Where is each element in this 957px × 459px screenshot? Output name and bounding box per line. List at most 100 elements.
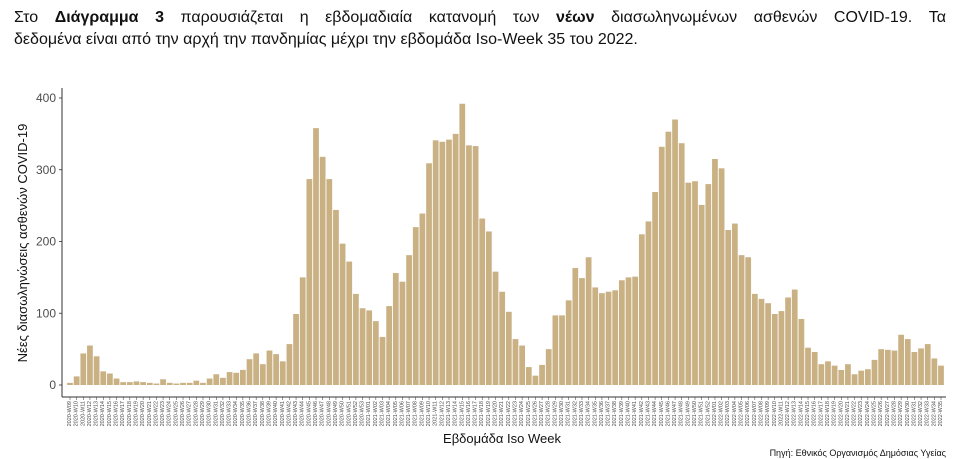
x-tick-label: 2021-W09 (419, 401, 425, 426)
x-tick-label: 2020-W53 (360, 401, 366, 426)
x-tick-label: 2021-W47 (672, 401, 678, 426)
x-tick-label: 2020-W37 (253, 401, 259, 426)
bar (133, 381, 140, 385)
x-tick-label: 2020-W13 (94, 401, 100, 426)
x-tick-label: 2020-W36 (247, 401, 253, 426)
bar (732, 223, 738, 385)
bar (645, 221, 652, 385)
bar (359, 308, 366, 385)
x-tick-label: 2022-W34 (931, 401, 937, 426)
x-tick-label: 2022-W14 (798, 401, 804, 426)
x-tick-label: 2020-W38 (260, 401, 266, 426)
x-tick-label: 2021-W34 (586, 401, 592, 426)
x-tick-label: 2022-W17 (818, 401, 824, 426)
bar (366, 310, 373, 385)
x-tick-label: 2021-W49 (685, 401, 691, 426)
bars-group (67, 103, 944, 386)
x-tick-label: 2020-W12 (87, 401, 93, 426)
x-tick-label: 2020-W44 (300, 401, 306, 426)
x-tick-label: 2022-W35 (938, 401, 944, 426)
x-tick-label: 2021-W16 (466, 401, 472, 426)
x-tick-label: 2021-W46 (665, 401, 671, 426)
bar (505, 311, 512, 385)
x-tick-label: 2022-W11 (778, 401, 784, 426)
x-tick-label: 2020-W18 (127, 401, 133, 426)
bar (406, 255, 412, 385)
x-tick-label: 2020-W45 (306, 401, 312, 426)
x-tick-label: 2021-W15 (459, 401, 465, 426)
x-tick-label: 2020-W24 (167, 401, 173, 426)
bar (452, 133, 459, 386)
bar (798, 318, 805, 385)
x-tick-label: 2021-W31 (566, 401, 572, 426)
bar (326, 179, 333, 385)
bar (466, 145, 472, 385)
bar (439, 141, 446, 385)
bar (751, 293, 758, 385)
bar (126, 382, 133, 385)
x-tick-label: 2020-W09 (67, 401, 73, 426)
x-tick-label: 2021-W38 (612, 401, 618, 426)
bar (519, 345, 525, 385)
x-tick-label: 2020-W50 (340, 401, 346, 426)
x-tick-label: 2021-W22 (506, 401, 512, 426)
x-tick-label: 2021-W04 (386, 401, 392, 426)
x-tick-label: 2021-W45 (659, 401, 665, 426)
intro-paragraph-line-2: δεδομένα είναι από την αρχή την πανδημία… (14, 30, 946, 50)
bar (512, 339, 519, 385)
x-tick-label: 2020-W35 (240, 401, 246, 426)
bar (459, 103, 466, 386)
bar (765, 303, 772, 385)
bar (938, 365, 944, 385)
intro-text: δεδομένα είναι από την αρχή την πανδημία… (14, 31, 638, 48)
bar (379, 336, 386, 385)
x-tick-label: 2022-W06 (745, 401, 751, 426)
bar (186, 382, 193, 385)
x-tick-label: 2021-W30 (559, 401, 565, 426)
x-tick-label: 2022-W15 (805, 401, 811, 426)
x-tick-label: 2022-W04 (732, 401, 738, 426)
bar (392, 273, 399, 385)
bar (479, 218, 486, 385)
x-tick-label: 2021-W39 (619, 401, 625, 426)
x-tick-label: 2021-W13 (446, 401, 452, 426)
bar (173, 383, 180, 385)
x-tick-label: 2022-W32 (918, 401, 924, 426)
x-tick-label: 2022-W31 (911, 401, 917, 426)
bar (858, 370, 865, 385)
x-tick-label: 2020-W42 (286, 401, 292, 426)
bar (532, 375, 539, 385)
bar (525, 367, 532, 385)
x-tick-label: 2020-W25 (173, 401, 179, 426)
bar (565, 300, 572, 385)
x-tick-label: 2020-W47 (320, 401, 326, 426)
bar (319, 156, 326, 385)
bar (685, 182, 692, 385)
bar (738, 255, 745, 385)
x-tick-label: 2021-W29 (552, 401, 558, 426)
x-tick-label: 2021-W11 (433, 401, 439, 426)
x-tick-label: 2021-W37 (606, 401, 612, 426)
x-tick-label: 2021-W44 (652, 401, 658, 426)
bar (486, 231, 492, 385)
y-tick-label: 200 (36, 235, 56, 249)
x-tick-label: 2021-W10 (426, 401, 432, 426)
bar (206, 378, 213, 385)
bar (785, 297, 791, 385)
x-tick-label: 2020-W17 (120, 401, 126, 426)
bar (266, 350, 273, 385)
x-tick-label: 2020-W16 (114, 401, 120, 426)
x-tick-label: 2022-W22 (852, 401, 858, 426)
bar (306, 179, 313, 385)
bar (140, 382, 147, 385)
bar (113, 378, 120, 385)
x-tick-label: 2021-W52 (705, 401, 711, 426)
x-tick-label: 2020-W19 (133, 401, 139, 426)
x-tick-label: 2020-W20 (140, 401, 146, 426)
bar (299, 277, 306, 386)
bar (745, 257, 752, 385)
bar (472, 146, 479, 385)
bar (492, 271, 499, 385)
x-tick-label: 2020-W15 (107, 401, 113, 426)
x-tick-label: 2022-W19 (832, 401, 838, 426)
